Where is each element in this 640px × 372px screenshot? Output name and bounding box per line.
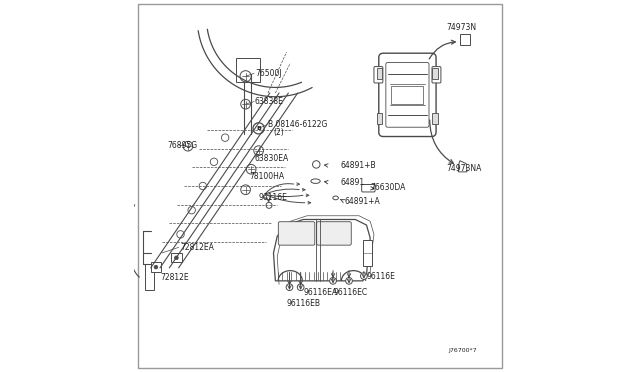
FancyBboxPatch shape <box>317 222 351 245</box>
Bar <box>151 262 161 272</box>
Text: 96116EB: 96116EB <box>287 299 321 308</box>
Circle shape <box>253 123 264 134</box>
Circle shape <box>177 231 184 238</box>
Circle shape <box>330 278 337 284</box>
Text: 76630DA: 76630DA <box>370 183 406 192</box>
FancyBboxPatch shape <box>374 67 383 83</box>
Circle shape <box>266 202 272 208</box>
Circle shape <box>241 185 250 195</box>
Text: 72812EA: 72812EA <box>180 243 214 252</box>
Text: 96116E: 96116E <box>259 193 287 202</box>
Text: 76895G: 76895G <box>168 141 198 150</box>
Text: 78100HA: 78100HA <box>250 172 284 181</box>
Bar <box>376 68 383 79</box>
Bar <box>363 240 372 266</box>
Circle shape <box>188 206 195 214</box>
Bar <box>431 113 438 124</box>
Circle shape <box>286 284 293 291</box>
Circle shape <box>346 278 353 284</box>
Circle shape <box>241 99 250 109</box>
Circle shape <box>211 158 218 166</box>
Text: 64891+A: 64891+A <box>344 197 380 206</box>
Text: (2): (2) <box>273 128 284 137</box>
Text: 72812E: 72812E <box>160 273 189 282</box>
Text: 74973NA: 74973NA <box>447 164 482 173</box>
Circle shape <box>175 256 179 260</box>
FancyBboxPatch shape <box>432 67 441 83</box>
Circle shape <box>154 265 158 269</box>
Circle shape <box>183 141 193 151</box>
Bar <box>236 58 260 82</box>
Bar <box>172 253 182 262</box>
Circle shape <box>312 161 320 168</box>
Circle shape <box>221 134 229 141</box>
Ellipse shape <box>311 179 320 183</box>
Circle shape <box>298 284 304 291</box>
FancyBboxPatch shape <box>379 53 436 137</box>
Bar <box>392 86 424 104</box>
Text: 96116EC: 96116EC <box>333 288 367 296</box>
Circle shape <box>254 146 264 155</box>
Text: 64891: 64891 <box>340 178 365 187</box>
Text: J76700*7: J76700*7 <box>449 348 477 353</box>
Text: 96116EA: 96116EA <box>303 288 337 296</box>
Text: 74973N: 74973N <box>447 23 477 32</box>
Bar <box>376 113 383 124</box>
Text: 64891+B: 64891+B <box>340 161 376 170</box>
Text: 76500J: 76500J <box>255 69 282 78</box>
Text: 63830EA: 63830EA <box>255 154 289 163</box>
Circle shape <box>240 71 251 82</box>
Text: 63838E: 63838E <box>255 97 284 106</box>
FancyBboxPatch shape <box>278 222 315 245</box>
Ellipse shape <box>333 196 339 200</box>
Circle shape <box>199 182 207 190</box>
Circle shape <box>246 164 256 174</box>
Bar <box>431 68 438 79</box>
Bar <box>460 34 470 45</box>
Text: B: B <box>256 126 261 131</box>
Circle shape <box>360 273 367 279</box>
Text: B 08146-6122G: B 08146-6122G <box>268 120 327 129</box>
Text: 96116E: 96116E <box>367 272 396 280</box>
FancyBboxPatch shape <box>362 185 375 192</box>
